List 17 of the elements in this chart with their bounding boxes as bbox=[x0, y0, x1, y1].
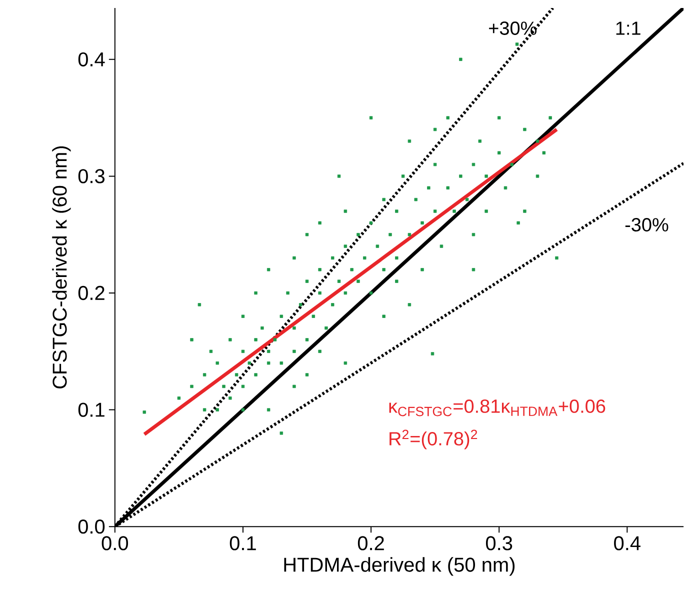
y-tick-label: 0.3 bbox=[78, 169, 105, 184]
x-axis-title: HTDMA-derived κ (50 nm) bbox=[284, 557, 515, 576]
y-tick-label: 0.4 bbox=[78, 52, 105, 67]
x-tick-label: 0.0 bbox=[102, 536, 128, 550]
annotation: κ$_{CFSTGC}$=0.81κ$_{HTDMA}$+0.06 bbox=[389, 400, 606, 416]
x-tick-label: 0.4 bbox=[614, 536, 640, 550]
x-tick-label: 0.3 bbox=[486, 536, 512, 550]
annotation: -30% bbox=[625, 218, 668, 232]
y-axis-title: CFSTGC-derived κ (60 nm) bbox=[52, 146, 71, 389]
x-tick-label: 0.2 bbox=[358, 536, 384, 550]
annotation: +30% bbox=[489, 22, 537, 36]
annotation: 1:1 bbox=[616, 22, 640, 35]
y-tick-label: 0.1 bbox=[78, 402, 104, 418]
y-tick-label: 0.2 bbox=[78, 286, 104, 300]
annotation: R$^{2}$=(0.78)$^{2}$ bbox=[390, 430, 478, 450]
x-tick-label: 0.1 bbox=[230, 536, 256, 550]
y-tick-label: 0.0 bbox=[78, 520, 105, 534]
